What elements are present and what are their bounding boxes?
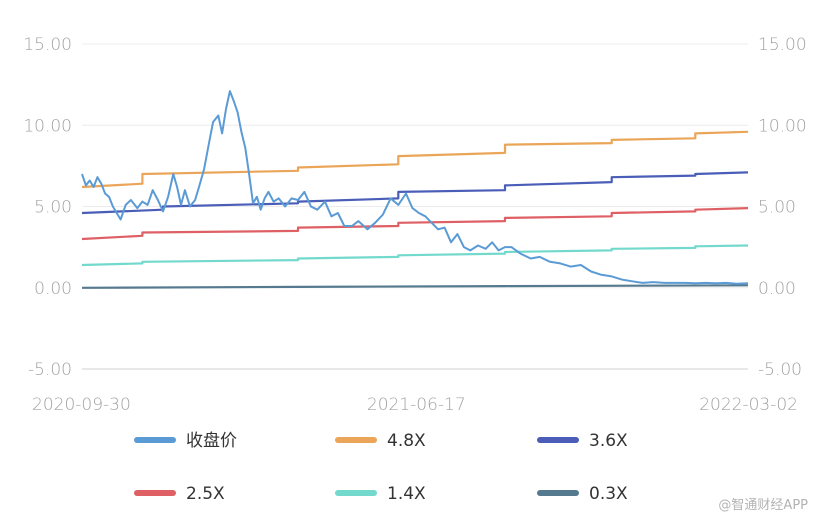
watermark-text: @智通财经APP: [718, 498, 808, 513]
legend-label: 2.5X: [186, 484, 225, 504]
legend-swatch: [335, 490, 377, 496]
legend-item: 0.3X: [537, 484, 628, 504]
y-tick-label-left: 15.00: [23, 35, 72, 55]
series-lines: [81, 90, 749, 289]
y-tick-label-left: 0.00: [34, 279, 72, 299]
x-tick-label: 2021-06-17: [367, 395, 466, 415]
series-line-close-price: [81, 90, 749, 285]
y-tick-label-right: 0.00: [758, 279, 796, 299]
series-line-3-6x: [81, 171, 749, 215]
legend-label: 4.8X: [387, 431, 426, 451]
y-tick-label-left: 5.00: [34, 198, 72, 218]
legend-label: 1.4X: [387, 484, 426, 504]
legend-item: 2.5X: [134, 484, 225, 504]
y-axis-left-ticks: 15.00 10.00 5.00 0.00 -5.00: [23, 35, 72, 380]
y-tick-label-left: -5.00: [28, 360, 72, 380]
gridlines: [82, 43, 748, 289]
y-tick-label-right: 5.00: [758, 198, 796, 218]
y-tick-label-right: -5.00: [758, 360, 802, 380]
y-tick-label-right: 10.00: [758, 116, 807, 136]
series-line-1-4x: [81, 244, 749, 267]
x-tick-label: 2022-03-02: [699, 395, 798, 415]
legend-swatch: [537, 490, 579, 496]
legend-item: 1.4X: [335, 484, 426, 504]
legend-label: 收盘价: [186, 431, 237, 451]
legend-item: 4.8X: [335, 431, 426, 451]
y-tick-label-left: 10.00: [23, 116, 72, 136]
series-line-4-8x: [81, 130, 749, 189]
y-tick-label-right: 15.00: [758, 35, 807, 55]
legend-label: 3.6X: [589, 431, 628, 451]
series-line-0-3x: [81, 284, 749, 289]
y-axis-right-ticks: 15.00 10.00 5.00 0.00 -5.00: [758, 35, 807, 380]
legend-swatch: [134, 437, 176, 443]
legend: 收盘价 4.8X 3.6X 2.5X 1.4X 0.3X: [134, 431, 628, 504]
legend-swatch: [134, 490, 176, 496]
legend-label: 0.3X: [589, 484, 628, 504]
x-axis-ticks: 2020-09-30 2021-06-17 2022-03-02: [32, 395, 798, 415]
series-line-2-5x: [81, 207, 749, 241]
legend-item: 收盘价: [134, 431, 237, 451]
legend-swatch: [335, 437, 377, 443]
legend-swatch: [537, 437, 579, 443]
x-tick-label: 2020-09-30: [32, 395, 131, 415]
legend-item: 3.6X: [537, 431, 628, 451]
